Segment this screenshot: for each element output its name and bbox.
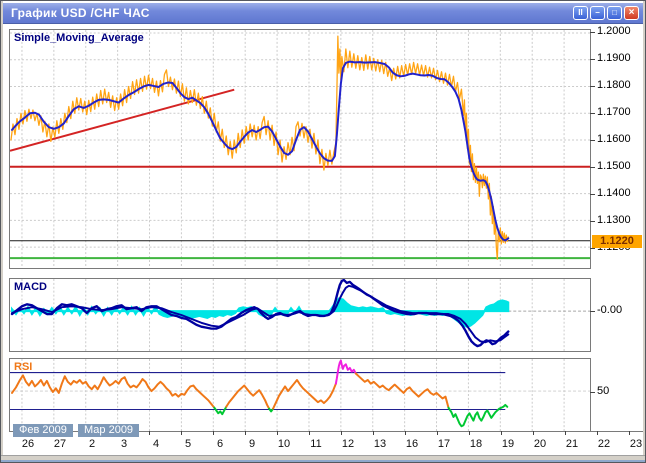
macd-canvas <box>10 279 590 351</box>
price-tick <box>590 140 595 141</box>
window-bottom-line <box>1 460 645 462</box>
day-label: 20 <box>533 438 547 450</box>
time-tick <box>501 431 502 435</box>
minimize-button[interactable]: − <box>590 6 605 20</box>
window-controls: II − □ × <box>573 6 639 20</box>
rsi-green-1 <box>213 405 228 416</box>
current-price-badge: 1.1220 <box>592 235 642 248</box>
day-label: 11 <box>310 438 322 450</box>
window-bottom-edge <box>1 455 645 462</box>
time-tick <box>309 431 310 435</box>
time-tick <box>597 431 598 435</box>
time-tick <box>405 431 406 435</box>
rsi-orange-1 <box>10 374 216 409</box>
time-scale[interactable] <box>9 432 643 452</box>
day-label: 4 <box>152 438 160 450</box>
rsi-magenta <box>334 359 357 385</box>
restore-button[interactable]: □ <box>607 6 622 20</box>
time-tick <box>469 431 470 435</box>
price-tick <box>590 221 595 222</box>
sma-line <box>10 60 510 242</box>
rsi-axis-label: 50 <box>597 385 610 397</box>
rsi-orange-4 <box>354 372 450 409</box>
day-label: 13 <box>373 438 387 450</box>
price-scale[interactable] <box>592 29 642 431</box>
time-tick <box>373 431 374 435</box>
window-title: График USD /CHF ЧАС <box>11 6 150 20</box>
time-tick <box>533 431 534 435</box>
day-label: 22 <box>597 438 611 450</box>
price-axis-label: 1.1600 <box>597 133 631 145</box>
price-tick <box>590 248 595 249</box>
indicator-label-rsi: RSI <box>14 361 33 373</box>
indicator-label-sma: Simple_Moving_Average <box>14 32 144 44</box>
price-axis-label: 1.1500 <box>597 160 631 172</box>
rsi-panel[interactable]: RSI <box>9 358 591 432</box>
rsi-orange-3 <box>272 379 337 410</box>
day-label: 21 <box>565 438 579 450</box>
time-tick <box>277 431 278 435</box>
price-tick <box>590 86 595 87</box>
time-tick <box>341 431 342 435</box>
price-tick <box>590 59 595 60</box>
pause-button[interactable]: II <box>573 6 588 20</box>
price-chart-panel[interactable]: Simple_Moving_Average <box>9 29 591 269</box>
day-label: 2 <box>88 438 96 450</box>
time-axis-line <box>591 431 643 432</box>
day-label: 9 <box>248 438 256 450</box>
day-label: 6 <box>216 438 224 450</box>
window-left-edge <box>1 1 3 462</box>
price-tick <box>590 194 595 195</box>
day-label: 10 <box>277 438 291 450</box>
rsi-green-2 <box>268 407 275 413</box>
price-axis-label: 1.2000 <box>597 25 631 37</box>
time-tick <box>565 431 566 435</box>
price-tick <box>590 32 595 33</box>
macd-panel[interactable]: MACD <box>9 278 591 352</box>
day-label: 18 <box>469 438 483 450</box>
price-axis-label: 1.1900 <box>597 52 631 64</box>
close-button[interactable]: × <box>624 6 639 20</box>
time-tick <box>629 431 630 435</box>
day-label: 19 <box>501 438 515 450</box>
day-label: 5 <box>184 438 192 450</box>
price-axis-label: 1.1400 <box>597 187 631 199</box>
price-axis-label: 1.1300 <box>597 214 631 226</box>
macd-main-line <box>10 279 510 348</box>
day-label: 12 <box>341 438 355 450</box>
day-label: 23 <box>629 438 643 450</box>
time-tick <box>149 431 150 435</box>
time-tick <box>213 431 214 435</box>
price-tick <box>590 167 595 168</box>
month-badge: Фев 2009 <box>13 424 73 437</box>
day-label: 27 <box>53 438 67 450</box>
rsi-green-3 <box>447 403 509 428</box>
titlebar[interactable]: График USD /CHF ЧАС II − □ × <box>3 3 643 24</box>
price-axis-label: 1.1700 <box>597 106 631 118</box>
day-label: 3 <box>120 438 128 450</box>
time-tick <box>181 431 182 435</box>
main-canvas <box>10 30 590 268</box>
time-tick <box>437 431 438 435</box>
indicator-label-macd: MACD <box>14 281 47 293</box>
time-tick <box>245 431 246 435</box>
macd-tick <box>590 311 595 312</box>
day-label: 26 <box>21 438 35 450</box>
day-label: 16 <box>405 438 419 450</box>
window-right-edge <box>643 1 645 462</box>
month-badge: Мар 2009 <box>78 424 140 437</box>
macd-axis-label: -0.00 <box>597 304 623 316</box>
day-label: 17 <box>437 438 451 450</box>
rsi-tick <box>590 392 595 393</box>
rsi-orange-2 <box>225 384 271 410</box>
price-axis-label: 1.1800 <box>597 79 631 91</box>
price-tick <box>590 113 595 114</box>
rsi-canvas <box>10 359 590 431</box>
